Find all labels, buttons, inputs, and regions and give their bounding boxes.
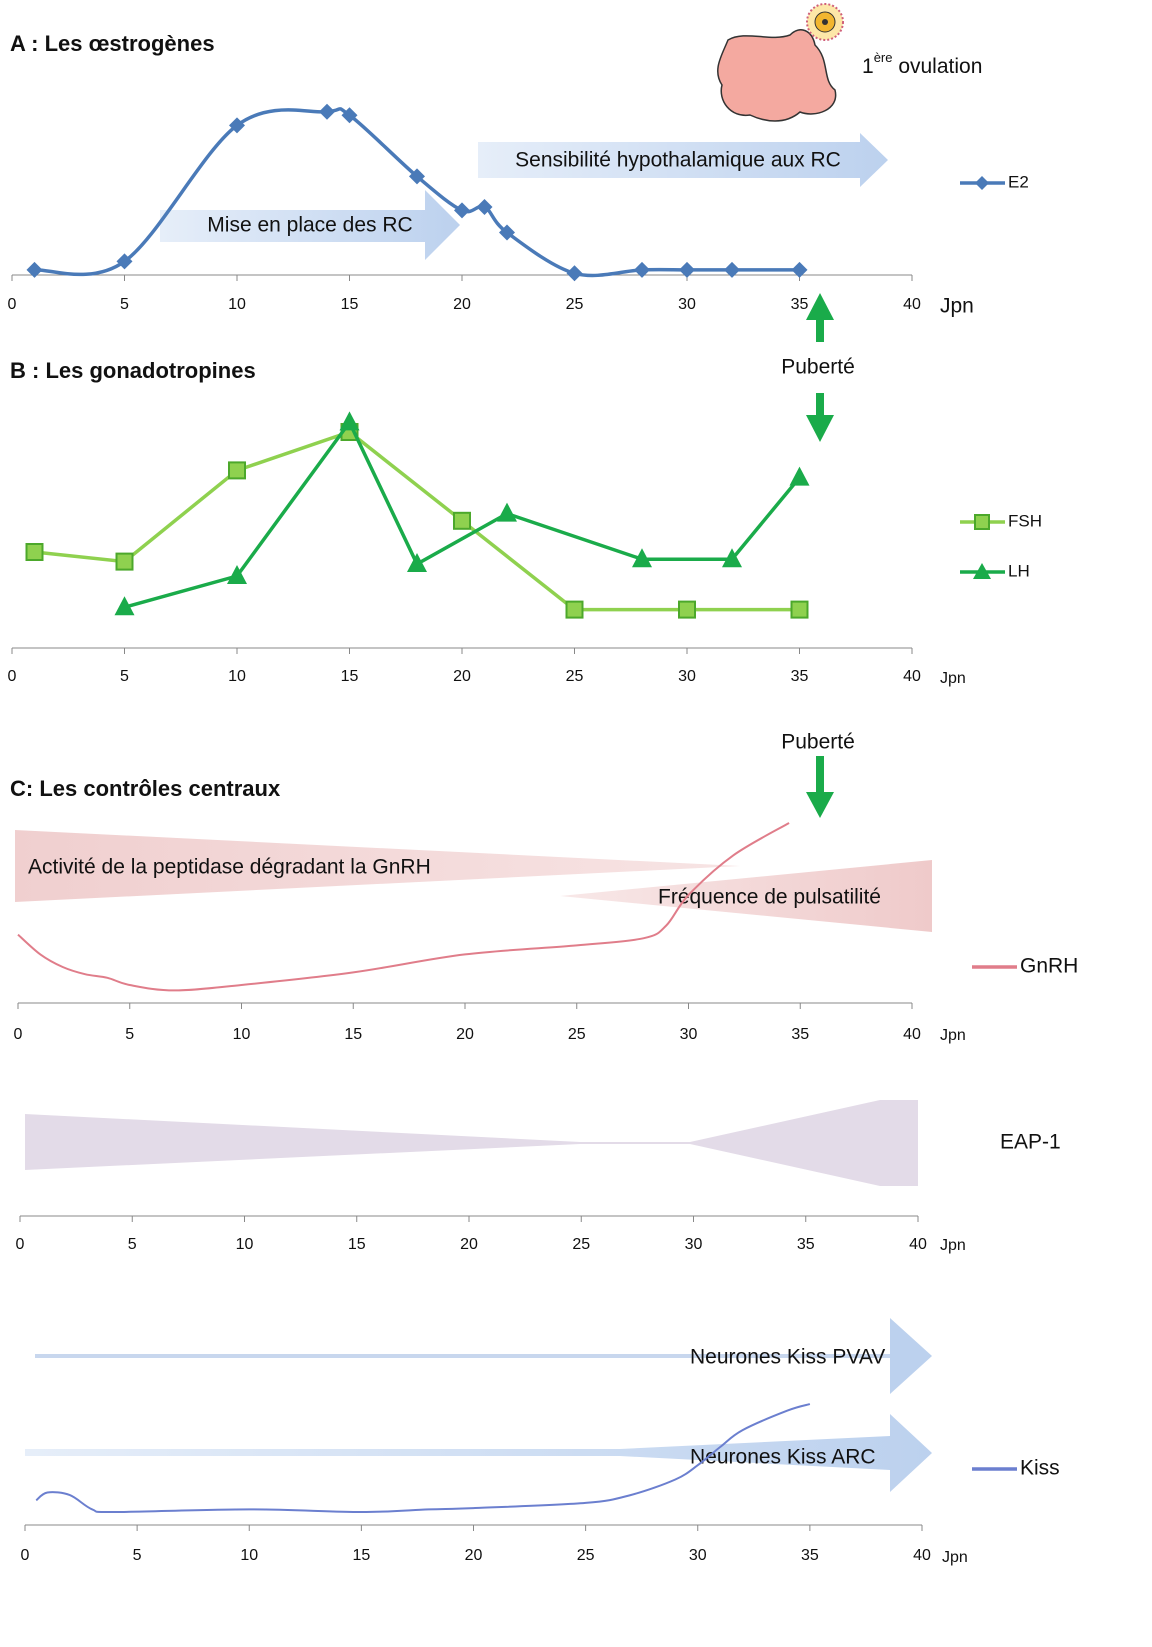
x-tick-label: 15 bbox=[341, 668, 359, 685]
x-tick-label: 30 bbox=[685, 1236, 703, 1253]
x-tick-label: 5 bbox=[133, 1547, 142, 1564]
x-tick-label: 5 bbox=[120, 296, 129, 313]
ovulation-superscript: ère bbox=[874, 50, 893, 65]
annotation: Fréquence de pulsatilité bbox=[658, 886, 881, 909]
marker bbox=[790, 467, 810, 486]
x-tick-label: 10 bbox=[228, 296, 246, 313]
legend-label: FSH bbox=[1008, 511, 1042, 530]
x-tick-label: 40 bbox=[903, 296, 921, 313]
x-tick-label: 15 bbox=[341, 296, 359, 313]
x-tick-label: 35 bbox=[791, 1026, 809, 1043]
legend-label: GnRH bbox=[1020, 955, 1078, 978]
x-tick-label: 10 bbox=[233, 1026, 251, 1043]
x-axis-label: Jpn bbox=[942, 1549, 968, 1566]
x-tick-label: 0 bbox=[14, 1026, 23, 1043]
x-tick-label: 30 bbox=[680, 1026, 698, 1043]
x-tick-label: 5 bbox=[120, 668, 129, 685]
x-tick-label: 20 bbox=[456, 1026, 474, 1043]
x-tick-label: 0 bbox=[21, 1547, 30, 1564]
x-axis-label: Jpn bbox=[940, 1027, 966, 1044]
marker bbox=[229, 462, 245, 478]
ovulation-number: 1 bbox=[862, 55, 874, 78]
x-tick-label: 25 bbox=[566, 668, 584, 685]
x-tick-label: 35 bbox=[791, 296, 809, 313]
x-tick-label: 35 bbox=[791, 668, 809, 685]
x-tick-label: 20 bbox=[460, 1236, 478, 1253]
annotation: Neurones Kiss PVAV bbox=[690, 1346, 885, 1369]
x-tick-label: 20 bbox=[453, 296, 471, 313]
x-tick-label: 20 bbox=[465, 1547, 483, 1564]
marker bbox=[27, 544, 43, 560]
chart-title: C: Les contrôles centraux bbox=[10, 776, 281, 801]
legend-label: LH bbox=[1008, 561, 1030, 580]
marker bbox=[454, 513, 470, 529]
x-tick-label: 15 bbox=[344, 1026, 362, 1043]
marker bbox=[454, 202, 470, 218]
x-tick-label: 40 bbox=[913, 1547, 931, 1564]
x-tick-label: 10 bbox=[240, 1547, 258, 1564]
x-tick-label: 20 bbox=[453, 668, 471, 685]
marker bbox=[340, 411, 360, 430]
x-axis-label: Jpn bbox=[940, 295, 974, 318]
line bbox=[35, 432, 800, 610]
x-tick-label: 5 bbox=[128, 1236, 137, 1253]
annotation: Puberté bbox=[781, 731, 855, 754]
annotation: Activité de la peptidase dégradant la Gn… bbox=[28, 856, 431, 879]
marker bbox=[319, 104, 335, 120]
x-tick-label: 25 bbox=[572, 1236, 590, 1253]
figure: 1ère ovulation Mise en place des RC Sens… bbox=[0, 0, 1152, 1647]
ovulation-label: 1ère ovulation bbox=[862, 50, 982, 77]
marker bbox=[117, 554, 133, 570]
arrow-shape bbox=[890, 1318, 932, 1394]
x-tick-label: 15 bbox=[348, 1236, 366, 1253]
x-tick-label: 35 bbox=[801, 1547, 819, 1564]
x-tick-label: 10 bbox=[236, 1236, 254, 1253]
line bbox=[35, 109, 800, 276]
marker bbox=[497, 503, 517, 522]
x-tick-label: 30 bbox=[689, 1547, 707, 1564]
legend-label: Kiss bbox=[1020, 1457, 1060, 1480]
marker bbox=[407, 553, 427, 572]
x-tick-label: 40 bbox=[903, 668, 921, 685]
x-tick-label: 15 bbox=[352, 1547, 370, 1564]
ovary-icon bbox=[718, 4, 843, 121]
x-tick-label: 30 bbox=[678, 668, 696, 685]
x-tick-label: 30 bbox=[678, 296, 696, 313]
x-tick-label: 0 bbox=[8, 668, 17, 685]
x-tick-label: 5 bbox=[125, 1026, 134, 1043]
marker bbox=[679, 602, 695, 618]
x-tick-label: 35 bbox=[797, 1236, 815, 1253]
x-tick-label: 10 bbox=[228, 668, 246, 685]
annotation: Puberté bbox=[781, 356, 855, 379]
page: 1ère ovulation Mise en place des RC Sens… bbox=[0, 0, 1152, 1647]
x-tick-label: 40 bbox=[909, 1236, 927, 1253]
legend-marker bbox=[975, 515, 989, 529]
band-label: EAP-1 bbox=[1000, 1131, 1061, 1154]
x-tick-label: 25 bbox=[566, 296, 584, 313]
marker bbox=[567, 602, 583, 618]
x-tick-label: 40 bbox=[903, 1026, 921, 1043]
ovulation-text: ovulation bbox=[898, 55, 982, 78]
x-tick-label: 25 bbox=[568, 1026, 586, 1043]
chart-title: B : Les gonadotropines bbox=[10, 358, 256, 383]
annotation: Mise en place des RC bbox=[207, 214, 412, 237]
annotation: Sensibilité hypothalamique aux RC bbox=[515, 149, 841, 172]
chart-title: A : Les œstrogènes bbox=[10, 31, 215, 56]
legend-marker bbox=[975, 176, 989, 190]
legend-label: E2 bbox=[1008, 172, 1029, 191]
marker bbox=[792, 602, 808, 618]
x-axis-label: Jpn bbox=[940, 1237, 966, 1254]
x-tick-label: 25 bbox=[577, 1547, 595, 1564]
x-tick-label: 0 bbox=[8, 296, 17, 313]
x-tick-label: 0 bbox=[16, 1236, 25, 1253]
x-axis-label: Jpn bbox=[940, 670, 966, 687]
eap1-band bbox=[25, 1100, 918, 1186]
marker bbox=[567, 265, 583, 281]
